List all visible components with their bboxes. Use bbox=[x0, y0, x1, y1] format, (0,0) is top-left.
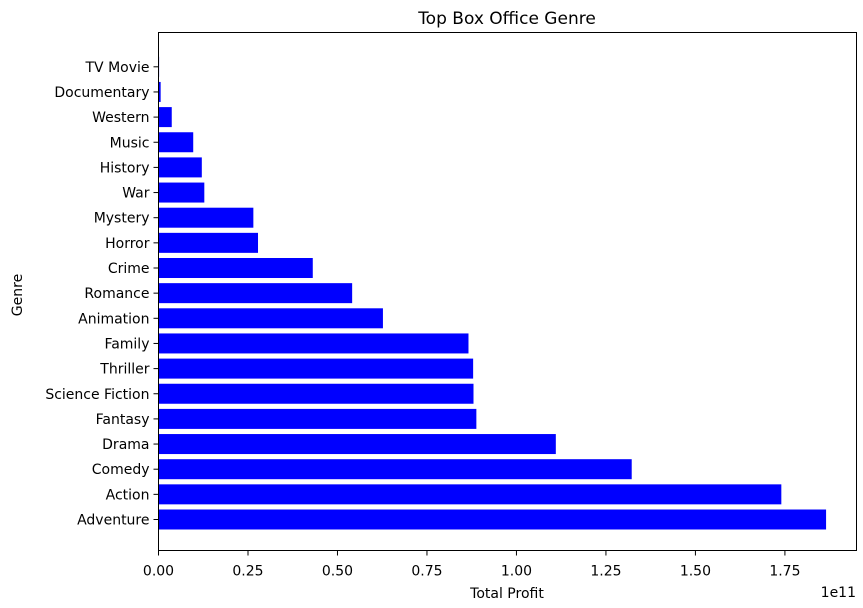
y-tick-label-drama: Drama bbox=[102, 437, 149, 453]
x-tick-label-5: 1.25 bbox=[590, 564, 621, 580]
bar-action bbox=[158, 484, 782, 505]
y-tick-label-animation: Animation bbox=[78, 311, 149, 327]
bar-documentary bbox=[158, 81, 161, 102]
bar-horror bbox=[158, 232, 259, 253]
x-tick-label-3: 0.75 bbox=[411, 564, 442, 580]
bar-romance bbox=[158, 283, 353, 304]
y-tick-label-tv-movie: TV Movie bbox=[84, 60, 149, 76]
bar-western bbox=[158, 107, 172, 128]
bar-comedy bbox=[158, 459, 632, 480]
bar-history bbox=[158, 157, 202, 178]
bars-group bbox=[158, 56, 827, 530]
x-tick-label-6: 1.50 bbox=[680, 564, 711, 580]
y-tick-label-thriller: Thriller bbox=[99, 362, 149, 378]
y-tick-label-adventure: Adventure bbox=[77, 513, 149, 529]
x-tick-label-1: 0.25 bbox=[232, 564, 263, 580]
plot-frame bbox=[158, 32, 857, 551]
y-tick-label-western: Western bbox=[92, 110, 149, 126]
x-axis-offset-text: 1e11 bbox=[821, 585, 856, 601]
y-tick-label-documentary: Documentary bbox=[54, 85, 149, 101]
x-tick-label-2: 0.50 bbox=[322, 564, 353, 580]
bar-family bbox=[158, 333, 469, 354]
y-tick-label-horror: Horror bbox=[105, 236, 150, 252]
y-tick-label-music: Music bbox=[110, 135, 150, 151]
bar-mystery bbox=[158, 207, 254, 228]
y-axis-label: Genre bbox=[10, 274, 26, 316]
bar-fantasy bbox=[158, 408, 477, 429]
x-tick-label-0: 0.00 bbox=[143, 564, 174, 580]
chart-title: Top Box Office Genre bbox=[417, 9, 596, 29]
y-tick-label-comedy: Comedy bbox=[92, 462, 150, 478]
y-tick-label-science-fiction: Science Fiction bbox=[45, 387, 149, 403]
bar-drama bbox=[158, 434, 556, 455]
y-tick-label-romance: Romance bbox=[84, 286, 149, 302]
bar-crime bbox=[158, 258, 313, 278]
x-tick-label-7: 1.75 bbox=[769, 564, 800, 580]
x-tick-label-4: 1.00 bbox=[501, 564, 532, 580]
bar-music bbox=[158, 132, 194, 153]
bar-adventure bbox=[158, 509, 827, 530]
x-axis-label: Total Profit bbox=[469, 586, 544, 602]
y-tick-label-family: Family bbox=[104, 336, 149, 352]
bar-animation bbox=[158, 308, 383, 329]
y-tick-label-history: History bbox=[100, 160, 150, 176]
bar-war bbox=[158, 182, 205, 203]
y-tick-label-mystery: Mystery bbox=[94, 211, 150, 227]
y-tick-label-fantasy: Fantasy bbox=[96, 412, 150, 428]
y-tick-label-war: War bbox=[122, 186, 150, 202]
y-tick-label-action: Action bbox=[106, 487, 150, 503]
bar-thriller bbox=[158, 358, 474, 379]
x-axis-ticks: 0.00 0.25 0.50 0.75 1.00 1.25 1.50 1.75 bbox=[143, 550, 800, 580]
y-axis-ticks: Adventure Action Comedy Drama Fantasy Science… bbox=[45, 60, 159, 529]
bar-science-fiction bbox=[158, 383, 474, 404]
y-tick-label-crime: Crime bbox=[108, 261, 150, 277]
